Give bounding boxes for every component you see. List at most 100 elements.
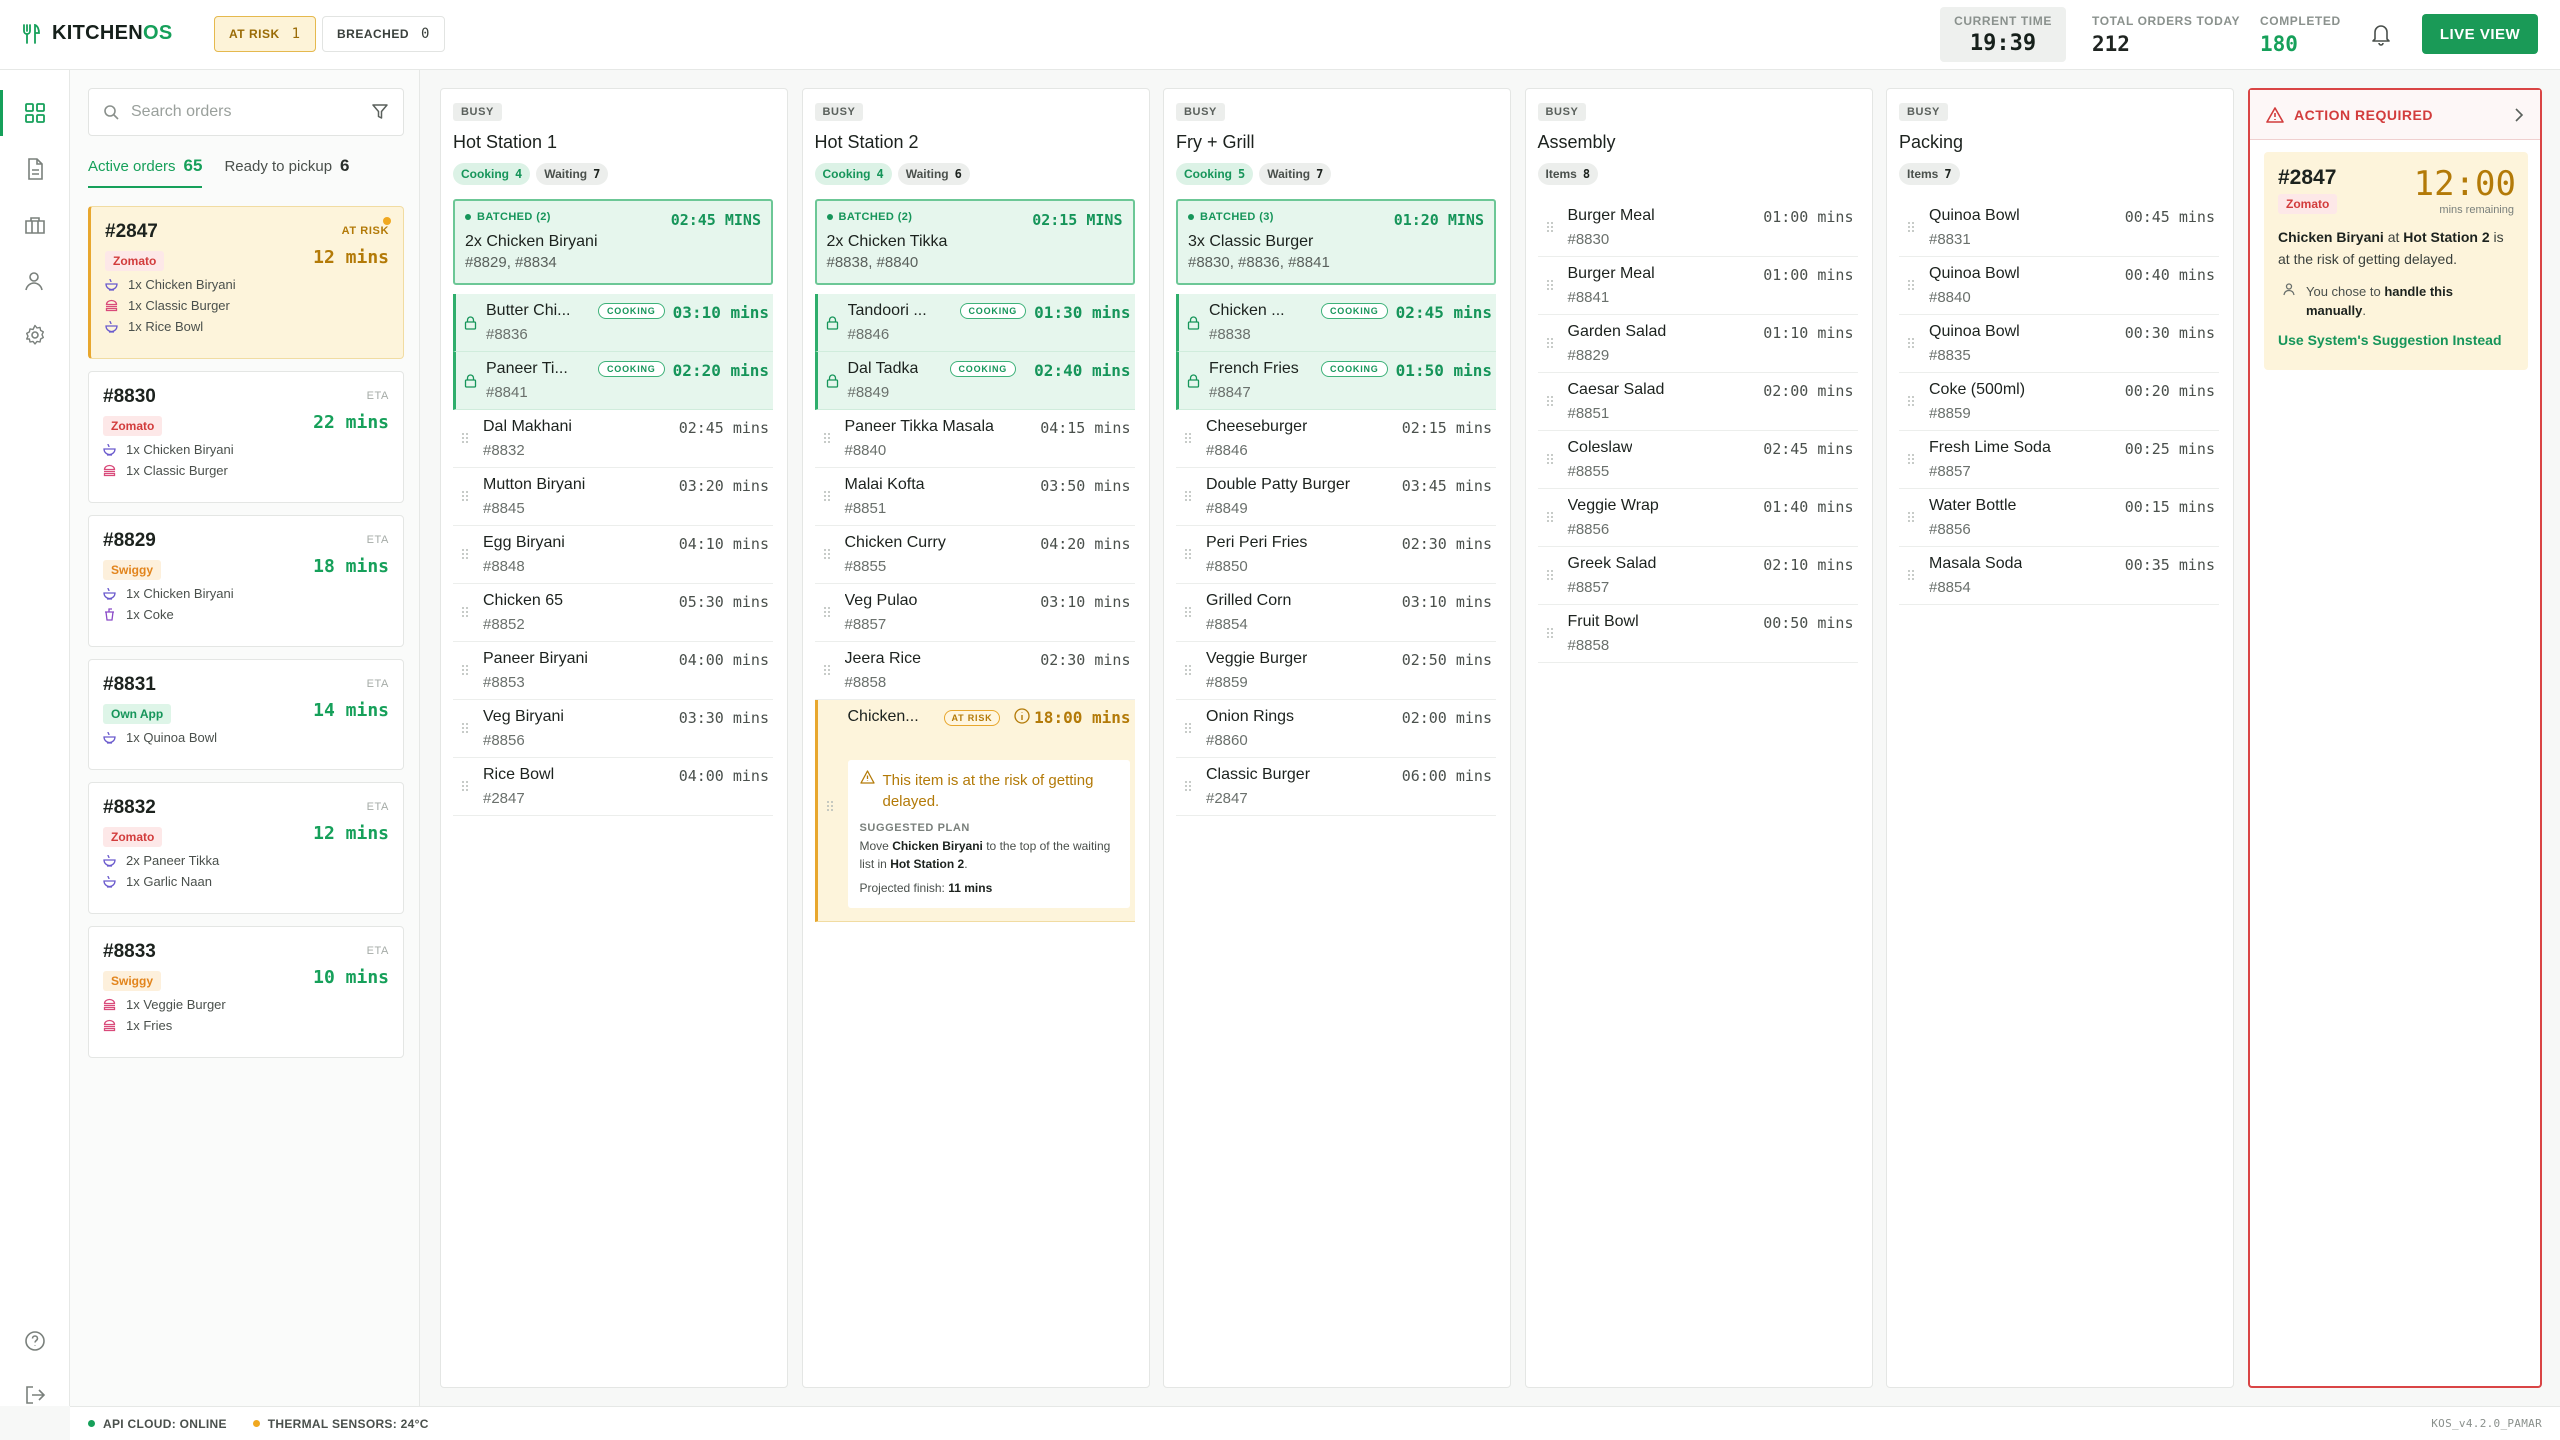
- queue-item[interactable]: Greek Salad #8857 02:10 mins: [1537, 547, 1858, 605]
- drag-handle-icon[interactable]: [823, 548, 831, 560]
- drag-handle-icon[interactable]: [461, 606, 469, 618]
- briefcase-icon[interactable]: [20, 210, 50, 240]
- queue-item[interactable]: Garden Salad #8829 01:10 mins: [1537, 315, 1858, 373]
- queue-item[interactable]: Cheeseburger #8846 02:15 mins: [1176, 410, 1496, 468]
- live-view-button[interactable]: LIVE VIEW: [2422, 14, 2538, 54]
- drag-handle-icon[interactable]: [461, 664, 469, 676]
- queue-item[interactable]: Veg Biryani #8856 03:30 mins: [453, 700, 773, 758]
- breached-filter[interactable]: BREACHED 0: [322, 16, 445, 52]
- drag-handle-icon[interactable]: [1184, 780, 1192, 792]
- drag-handle-icon[interactable]: [1907, 395, 1915, 407]
- queue-item[interactable]: Quinoa Bowl #8831 00:45 mins: [1899, 199, 2219, 257]
- order-card[interactable]: #8832 ETA 12 mins Zomato 2x Paneer Tikka 1x G…: [88, 782, 404, 914]
- cooking-item[interactable]: Butter Chi... COOKING #8836 03:10 mins: [453, 294, 773, 352]
- queue-item[interactable]: Chicken 65 #8852 05:30 mins: [453, 584, 773, 642]
- drag-handle-icon[interactable]: [1907, 511, 1915, 523]
- queue-item[interactable]: Burger Meal #8841 01:00 mins: [1537, 257, 1858, 315]
- drag-handle-icon[interactable]: [823, 490, 831, 502]
- order-card[interactable]: #8830 ETA 22 mins Zomato 1x Chicken Biryani 1…: [88, 371, 404, 503]
- drag-handle-icon[interactable]: [461, 490, 469, 502]
- queue-item[interactable]: Fruit Bowl #8858 00:50 mins: [1537, 605, 1858, 663]
- queue-item[interactable]: Caesar Salad #8851 02:00 mins: [1537, 373, 1858, 431]
- drag-handle-icon[interactable]: [461, 432, 469, 444]
- drag-handle-icon[interactable]: [823, 432, 831, 444]
- drag-handle-icon[interactable]: [461, 722, 469, 734]
- drag-handle-icon[interactable]: [1546, 627, 1554, 639]
- drag-handle-icon[interactable]: [461, 780, 469, 792]
- drag-handle-icon[interactable]: [1907, 569, 1915, 581]
- cooking-item[interactable]: Dal Tadka COOKING #8849 02:40 mins: [814, 352, 1135, 410]
- cooking-item[interactable]: Tandoori ... COOKING #8846 01:30 mins: [814, 294, 1135, 352]
- queue-item[interactable]: Masala Soda #8854 00:35 mins: [1899, 547, 2219, 605]
- at-risk-filter[interactable]: AT RISK 1: [214, 16, 316, 52]
- drag-handle-icon[interactable]: [1546, 453, 1554, 465]
- cooking-item[interactable]: Paneer Ti... COOKING #8841 02:20 mins: [453, 352, 773, 410]
- queue-item[interactable]: Water Bottle #8856 00:15 mins: [1899, 489, 2219, 547]
- chevron-right-icon[interactable]: [2514, 107, 2524, 122]
- drag-handle-icon[interactable]: [1907, 279, 1915, 291]
- drag-handle-icon[interactable]: [1546, 221, 1554, 233]
- filter-icon[interactable]: [371, 103, 389, 121]
- drag-handle-icon[interactable]: [1546, 337, 1554, 349]
- queue-item[interactable]: Fresh Lime Soda #8857 00:25 mins: [1899, 431, 2219, 489]
- drag-handle-icon[interactable]: [1184, 722, 1192, 734]
- queue-item[interactable]: Malai Kofta #8851 03:50 mins: [814, 468, 1135, 526]
- queue-item[interactable]: Veggie Wrap #8856 01:40 mins: [1537, 489, 1858, 547]
- queue-item[interactable]: Paneer Biryani #8853 04:00 mins: [453, 642, 773, 700]
- document-icon[interactable]: [20, 154, 50, 184]
- drag-handle-icon[interactable]: [1184, 548, 1192, 560]
- cooking-item[interactable]: French Fries COOKING #8847 01:50 mins: [1176, 352, 1496, 410]
- grid-icon[interactable]: [0, 90, 50, 136]
- drag-handle-icon[interactable]: [1546, 569, 1554, 581]
- queue-item[interactable]: Burger Meal #8830 01:00 mins: [1537, 199, 1858, 257]
- logout-icon[interactable]: [20, 1380, 50, 1410]
- queue-item[interactable]: Classic Burger #2847 06:00 mins: [1176, 758, 1496, 816]
- queue-item[interactable]: Rice Bowl #2847 04:00 mins: [453, 758, 773, 816]
- batch-card[interactable]: BATCHED (2) 02:45 MINS 2x Chicken Biryani #…: [453, 199, 773, 285]
- queue-item[interactable]: Onion Rings #8860 02:00 mins: [1176, 700, 1496, 758]
- info-icon[interactable]: [1013, 708, 1030, 724]
- drag-handle-icon[interactable]: [1907, 337, 1915, 349]
- drag-handle-icon[interactable]: [823, 606, 831, 618]
- drag-handle-icon[interactable]: [461, 548, 469, 560]
- cooking-item[interactable]: Chicken ... COOKING #8838 02:45 mins: [1176, 294, 1496, 352]
- queue-item[interactable]: Mutton Biryani #8845 03:20 mins: [453, 468, 773, 526]
- drag-handle-icon[interactable]: [1184, 606, 1192, 618]
- queue-item[interactable]: Coke (500ml) #8859 00:20 mins: [1899, 373, 2219, 431]
- drag-handle-icon[interactable]: [1546, 395, 1554, 407]
- order-card[interactable]: #8833 ETA 10 mins Swiggy 1x Veggie Burger 1x …: [88, 926, 404, 1058]
- batch-card[interactable]: BATCHED (2) 02:15 MINS 2x Chicken Tikka #88…: [814, 199, 1135, 285]
- at-risk-item[interactable]: Chicken... AT RISK 18:00 mins This item …: [814, 700, 1135, 922]
- queue-item[interactable]: Double Patty Burger #8849 03:45 mins: [1176, 468, 1496, 526]
- order-card[interactable]: #8831 ETA 14 mins Own App 1x Quinoa Bowl: [88, 659, 404, 770]
- queue-item[interactable]: Coleslaw #8855 02:45 mins: [1537, 431, 1858, 489]
- help-icon[interactable]: [20, 1326, 50, 1356]
- search-input[interactable]: [131, 103, 359, 121]
- queue-item[interactable]: Jeera Rice #8858 02:30 mins: [814, 642, 1135, 700]
- brand[interactable]: KITCHENOS: [22, 22, 173, 45]
- queue-item[interactable]: Grilled Corn #8854 03:10 mins: [1176, 584, 1496, 642]
- drag-handle-icon[interactable]: [1546, 511, 1554, 523]
- queue-item[interactable]: Dal Makhani #8832 02:45 mins: [453, 410, 773, 468]
- action-header[interactable]: ACTION REQUIRED: [2250, 90, 2540, 140]
- queue-item[interactable]: Peri Peri Fries #8850 02:30 mins: [1176, 526, 1496, 584]
- bell-icon[interactable]: [2370, 22, 2392, 46]
- order-card[interactable]: #2847 AT RISK 12 mins Zomato 1x Chicken Biry…: [88, 206, 404, 359]
- drag-handle-icon[interactable]: [1907, 221, 1915, 233]
- queue-item[interactable]: Quinoa Bowl #8840 00:40 mins: [1899, 257, 2219, 315]
- drag-handle-icon[interactable]: [1184, 664, 1192, 676]
- queue-item[interactable]: Quinoa Bowl #8835 00:30 mins: [1899, 315, 2219, 373]
- queue-item[interactable]: Chicken Curry #8855 04:20 mins: [814, 526, 1135, 584]
- user-icon[interactable]: [20, 266, 50, 296]
- drag-handle-icon[interactable]: [1907, 453, 1915, 465]
- drag-handle-icon[interactable]: [826, 800, 834, 812]
- queue-item[interactable]: Veggie Burger #8859 02:50 mins: [1176, 642, 1496, 700]
- tab-ready-to-pickup[interactable]: Ready to pickup 6: [224, 156, 350, 175]
- queue-item[interactable]: Veg Pulao #8857 03:10 mins: [814, 584, 1135, 642]
- tab-active-orders[interactable]: Active orders 65: [88, 156, 203, 188]
- use-suggestion-link[interactable]: Use System's Suggestion Instead: [2278, 332, 2502, 348]
- batch-card[interactable]: BATCHED (3) 01:20 MINS 3x Classic Burger #8…: [1176, 199, 1496, 285]
- drag-handle-icon[interactable]: [1184, 490, 1192, 502]
- drag-handle-icon[interactable]: [823, 664, 831, 676]
- order-card[interactable]: #8829 ETA 18 mins Swiggy 1x Chicken Biryani 1…: [88, 515, 404, 647]
